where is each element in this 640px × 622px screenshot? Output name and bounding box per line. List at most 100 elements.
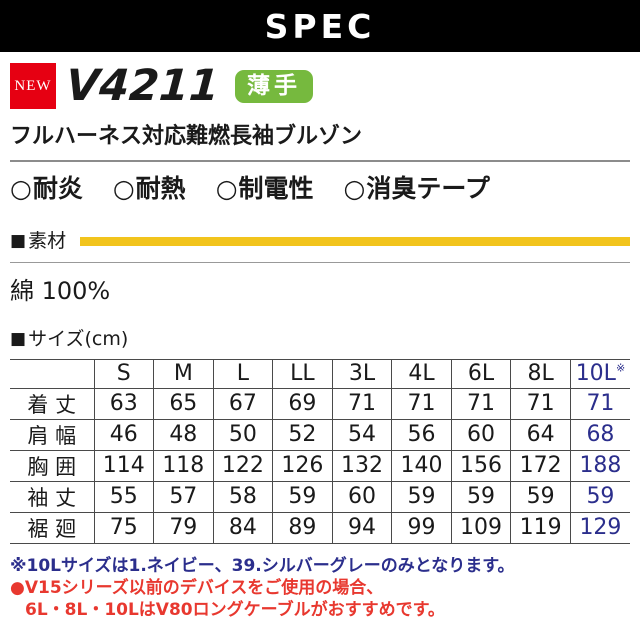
spec-title: SPEC xyxy=(264,6,376,46)
size-cell: 129 xyxy=(569,511,630,544)
size-cell: 52 xyxy=(272,418,333,451)
size-heading-label: サイズ(cm) xyxy=(28,327,129,350)
size-cell: 75 xyxy=(93,511,155,544)
size-col-header: 3L xyxy=(331,358,393,389)
note-line: 6L・8L・10LはV80ロングケーブルがおすすめです。 xyxy=(25,600,445,621)
size-cell: 118 xyxy=(153,449,214,482)
size-table-row: 胸 囲 114 118 122 126 132 140 156 172 188 xyxy=(10,449,630,482)
material-section-heading: ■ 素材 xyxy=(10,230,630,253)
size-cell: 71 xyxy=(391,387,452,420)
size-row-label: 袖 丈 xyxy=(10,480,95,513)
size-cell: 65 xyxy=(153,387,214,420)
size-cell: 71 xyxy=(569,387,630,420)
size-cell: 59 xyxy=(450,480,512,513)
material-rule xyxy=(10,261,630,263)
size-row-label: 肩 幅 xyxy=(10,418,95,451)
new-badge: NEW xyxy=(10,63,56,109)
size-row-label: 裾 廻 xyxy=(10,511,95,544)
material-value: 綿 100% xyxy=(10,276,111,305)
content: NEW V4211 薄手 フルハーネス対応難燃長袖ブルゾン ○ 耐炎 ○ 耐熱 ○ 制… xyxy=(0,60,640,622)
size-cell: 114 xyxy=(93,449,155,482)
size-cell: 188 xyxy=(569,449,630,482)
size-cell: 67 xyxy=(212,387,274,420)
size-cell: 122 xyxy=(212,449,274,482)
size-section-heading: ■ サイズ(cm) xyxy=(10,328,630,351)
size-cell: 60 xyxy=(331,480,393,513)
note-line: ●V15シリーズ以前のデバイスをご使用の場合、 xyxy=(10,578,384,599)
feature-label: 制電性 xyxy=(238,174,314,203)
size-cell: 60 xyxy=(450,418,512,451)
size-cell: 79 xyxy=(153,511,214,544)
size-cell: 58 xyxy=(212,480,274,513)
size-cell: 132 xyxy=(331,449,393,482)
size-col-header: M xyxy=(153,358,214,389)
size-cell: 89 xyxy=(272,511,333,544)
size-col-header: 10L※ xyxy=(569,358,630,389)
size-cell: 99 xyxy=(391,511,452,544)
size-cell: 71 xyxy=(510,387,571,420)
size-cell: 84 xyxy=(212,511,274,544)
size-table-row: 着 丈 63 65 67 69 71 71 71 71 71 xyxy=(10,387,630,420)
yellow-accent-bar xyxy=(80,236,630,246)
size-table: S M L LL 3L 4L 6L 8L 10L※ 着 丈 63 65 67 69 71 71 71 71 71 肩… xyxy=(10,358,630,544)
size-cell: 59 xyxy=(510,480,571,513)
feature-flame-resistant: ○ 耐炎 xyxy=(10,174,83,204)
circle-marker-icon: ○ xyxy=(215,174,238,203)
size-cell: 50 xyxy=(212,418,274,451)
thin-fabric-badge: 薄手 xyxy=(234,69,313,103)
size-cell: 126 xyxy=(272,449,333,482)
size-table-body: 着 丈 63 65 67 69 71 71 71 71 71 肩 幅 46 48 50 52 54 56 60 64… xyxy=(10,387,630,544)
feature-antistatic: ○ 制電性 xyxy=(216,174,314,204)
size-cell: 54 xyxy=(331,418,393,451)
square-marker-icon: ■ xyxy=(10,231,27,252)
divider-line xyxy=(10,160,630,162)
size-cell: 55 xyxy=(93,480,155,513)
size-table-row: 裾 廻 75 79 84 89 94 99 109 119 129 xyxy=(10,511,630,544)
notes: ※10Lサイズは1.ネイビー、39.シルバーグレーのみとなります。 ●V15シリー… xyxy=(10,555,630,622)
size-table-row: 袖 丈 55 57 58 59 60 59 59 59 59 xyxy=(10,480,630,513)
size-table-corner-cell xyxy=(10,358,95,389)
size-cell: 46 xyxy=(93,418,155,451)
size-row-label: 着 丈 xyxy=(10,387,95,420)
size-cell: 48 xyxy=(153,418,214,451)
size-table-row: 肩 幅 46 48 50 52 54 56 60 64 68 xyxy=(10,418,630,451)
size-cell: 69 xyxy=(272,387,333,420)
feature-label: 耐熱 xyxy=(135,174,186,203)
size-col-header: 8L xyxy=(510,358,571,389)
size-cell: 63 xyxy=(93,387,155,420)
material-heading-label: 素材 xyxy=(28,230,67,252)
size-cell: 68 xyxy=(569,418,630,451)
size-table-header-row: S M L LL 3L 4L 6L 8L 10L※ xyxy=(10,358,630,389)
note-reference-mark: ※ xyxy=(615,361,626,375)
size-cell: 119 xyxy=(510,511,571,544)
feature-heat-resistant: ○ 耐熱 xyxy=(113,174,186,204)
spec-header-bar: SPEC xyxy=(0,0,640,52)
note-line: ※10Lサイズは1.ネイビー、39.シルバーグレーのみとなります。 xyxy=(10,555,515,576)
circle-marker-icon: ○ xyxy=(10,174,32,203)
square-marker-icon: ■ xyxy=(10,329,27,349)
size-cell: 156 xyxy=(450,449,512,482)
size-cell: 109 xyxy=(450,511,512,544)
size-cell: 94 xyxy=(331,511,393,544)
feature-label: 耐炎 xyxy=(32,174,83,203)
size-col-header: 4L xyxy=(391,358,452,389)
product-model: V4211 xyxy=(64,60,221,111)
size-cell: 56 xyxy=(391,418,452,451)
size-table-head: S M L LL 3L 4L 6L 8L 10L※ xyxy=(10,358,630,389)
size-cell: 59 xyxy=(391,480,452,513)
size-cell: 64 xyxy=(510,418,571,451)
size-col-header: S xyxy=(93,358,155,389)
feature-deodorant-tape: ○ 消臭テープ xyxy=(344,174,490,204)
size-cell: 71 xyxy=(450,387,512,420)
size-cell: 71 xyxy=(331,387,393,420)
circle-marker-icon: ○ xyxy=(112,174,135,203)
size-row-label: 胸 囲 xyxy=(10,449,95,482)
size-cell: 140 xyxy=(391,449,452,482)
circle-marker-icon: ○ xyxy=(343,174,366,203)
product-header: NEW V4211 薄手 xyxy=(10,60,630,111)
size-col-header: L xyxy=(212,358,274,389)
size-cell: 59 xyxy=(569,480,630,513)
size-cell: 57 xyxy=(153,480,214,513)
product-name: フルハーネス対応難燃長袖ブルゾン xyxy=(10,124,363,149)
size-cell: 172 xyxy=(510,449,571,482)
